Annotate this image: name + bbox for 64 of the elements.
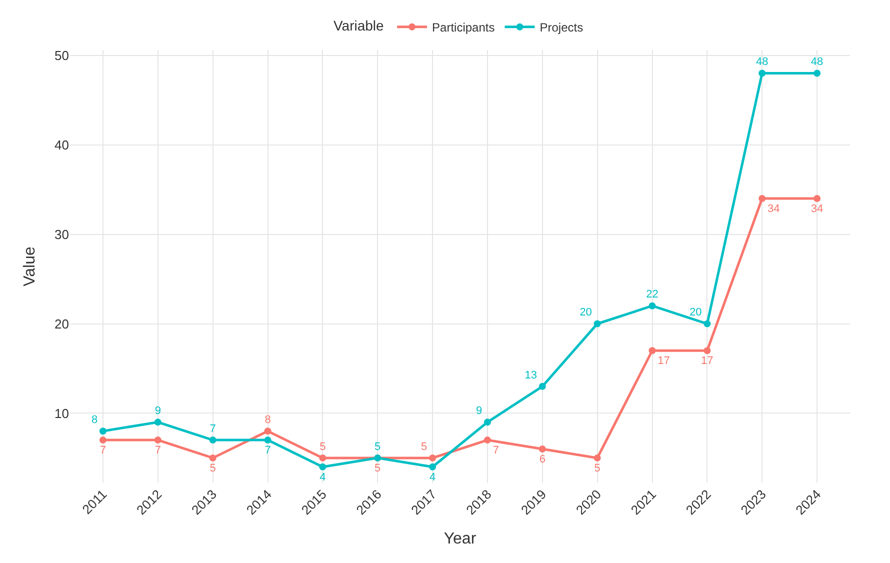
legend-title: Variable [334, 18, 384, 34]
data-label: 17 [658, 355, 670, 368]
data-label: 7 [210, 422, 216, 435]
data-label: 5 [594, 462, 600, 475]
data-label: 48 [810, 56, 824, 68]
data-label: 7 [154, 444, 161, 457]
data-label: 8 [264, 414, 271, 426]
point [704, 320, 711, 328]
data-label: 5 [210, 462, 216, 475]
data-label: 17 [701, 355, 714, 368]
point [484, 436, 491, 444]
point [154, 436, 162, 444]
point [99, 436, 106, 444]
point [484, 418, 491, 426]
point [209, 454, 216, 462]
point [319, 454, 326, 462]
y-tick-label: 40 [54, 137, 69, 152]
point [648, 347, 656, 354]
data-label: 7 [492, 444, 499, 457]
data-label: 5 [374, 440, 381, 453]
data-label: 5 [421, 440, 428, 453]
point [538, 446, 546, 452]
data-label: 22 [646, 288, 658, 301]
point [594, 454, 601, 462]
data-label: 8 [91, 414, 98, 426]
data-label: 13 [524, 369, 538, 382]
point [99, 428, 106, 435]
point [814, 70, 821, 77]
point [538, 382, 546, 390]
point [648, 302, 656, 310]
data-label: 4 [320, 472, 326, 484]
data-label: 48 [756, 56, 768, 68]
data-label: 34 [810, 203, 824, 216]
point [264, 428, 272, 435]
point [594, 320, 601, 328]
y-tick-label: 50 [54, 48, 69, 63]
data-label: 5 [374, 462, 381, 475]
point [319, 463, 326, 470]
legend-label: Participants [432, 20, 495, 35]
point [758, 70, 766, 77]
x-axis-title: Year [444, 530, 477, 548]
data-label: 20 [580, 306, 592, 319]
y-tick-label: 30 [54, 226, 69, 242]
data-label: 6 [539, 454, 546, 466]
data-label: 20 [690, 306, 702, 319]
y-tick-label: 10 [54, 406, 69, 421]
point [814, 195, 821, 202]
point [429, 454, 436, 462]
y-tick-label: 20 [54, 316, 69, 332]
data-label: 34 [767, 203, 780, 216]
y-axis-title: Value [21, 246, 38, 286]
point [704, 347, 711, 354]
point [758, 195, 766, 202]
legend-label: Projects [540, 20, 584, 35]
data-label: 5 [320, 440, 326, 453]
point [209, 436, 216, 444]
data-label: 7 [264, 444, 271, 457]
data-label: 9 [476, 405, 482, 418]
point [154, 418, 162, 426]
data-label: 7 [100, 444, 106, 457]
point [429, 463, 436, 470]
data-label: 9 [154, 405, 161, 418]
point [264, 436, 272, 444]
data-label: 4 [429, 472, 436, 484]
